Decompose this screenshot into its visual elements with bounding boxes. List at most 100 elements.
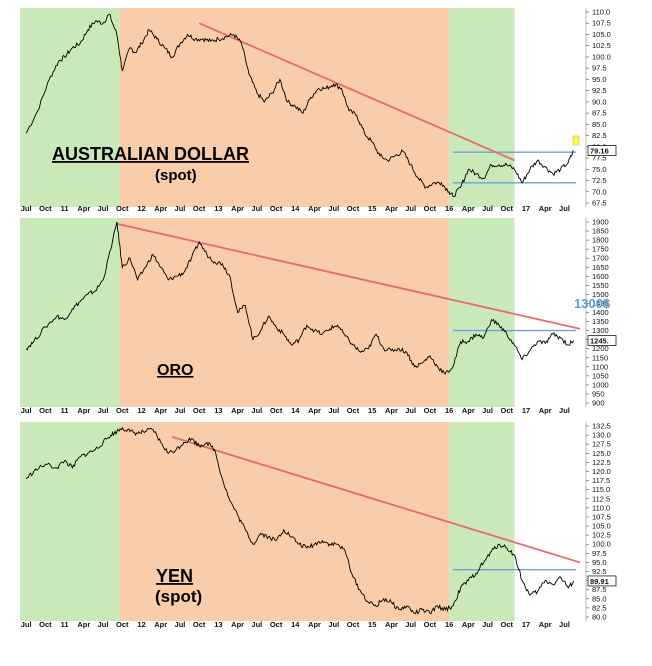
- x-tick-label: Jul: [98, 204, 109, 213]
- x-tick-label: Jul: [251, 204, 262, 213]
- x-tick-label: Jul: [21, 406, 32, 415]
- y-tick-label: 95.0: [592, 75, 607, 84]
- x-tick-label: Apr: [308, 406, 321, 415]
- bull-band: [449, 422, 515, 621]
- x-tick-label: 15: [368, 204, 376, 213]
- y-tick-label: 122.5: [592, 458, 611, 467]
- price-series-line: [25, 13, 574, 197]
- y-tick-label: 92.5: [592, 567, 607, 576]
- x-tick-label: Jul: [405, 406, 416, 415]
- panel-1: 110.0 107.5 105.0 102.5 100.0 97.5 95.0 92.5 90.…: [20, 8, 617, 213]
- x-tick-label: Oct: [193, 406, 206, 415]
- x-tick-label: 16: [445, 204, 453, 213]
- bull-band: [20, 218, 120, 407]
- y-tick-label: 1750: [592, 245, 609, 254]
- y-tick-label: 110.0: [592, 503, 610, 512]
- y-tick-label: 100.0: [592, 52, 611, 61]
- x-tick-label: 17: [522, 204, 530, 213]
- x-tick-label: 14: [291, 204, 300, 213]
- x-tick-label: Apr: [385, 620, 398, 629]
- x-tick-label: Jul: [98, 620, 109, 629]
- x-tick-label: Apr: [539, 620, 552, 629]
- x-tick-label: Apr: [77, 406, 90, 415]
- trendline: [172, 436, 581, 564]
- x-tick-label: Jul: [251, 406, 262, 415]
- y-tick-label: 67.5: [592, 199, 607, 208]
- x-tick-label: Jul: [175, 204, 186, 213]
- y-tick-label: 1050: [592, 371, 609, 380]
- x-tick-label: Jul: [328, 204, 339, 213]
- y-tick-label: 110.0: [592, 8, 610, 17]
- x-tick-label: Apr: [231, 204, 244, 213]
- x-tick-label: Oct: [501, 406, 514, 415]
- y-tick-label: 1550: [592, 281, 609, 290]
- y-tick-label: 1350: [592, 317, 609, 326]
- y-tick-label: 1600: [592, 272, 609, 281]
- y-tick-label: 107.5: [592, 512, 611, 521]
- x-tick-label: Oct: [39, 204, 52, 213]
- y-tick-label: 87.5: [592, 585, 607, 594]
- x-tick-label: Apr: [154, 204, 167, 213]
- y-tick-label: 87.5: [592, 109, 607, 118]
- x-tick-label: Apr: [539, 204, 552, 213]
- last-value-label: 89.91: [590, 577, 609, 586]
- x-tick-label: Jul: [98, 406, 109, 415]
- x-tick-label: Oct: [39, 620, 52, 629]
- x-tick-label: 16: [445, 620, 453, 629]
- x-tick-label: Oct: [193, 620, 206, 629]
- x-tick-label: Apr: [77, 204, 90, 213]
- y-tick-label: 85.0: [592, 594, 607, 603]
- x-tick-label: 12: [137, 406, 145, 415]
- x-tick-label: 17: [522, 620, 530, 629]
- x-tick-label: Jul: [328, 406, 339, 415]
- panel-2: 1900185018001750170016501600155015001450…: [20, 218, 617, 415]
- panel-title: AUSTRALIAN DOLLAR: [52, 144, 249, 164]
- x-tick-label: Jul: [405, 620, 416, 629]
- y-tick-label: 97.5: [592, 549, 607, 558]
- y-tick-label: 92.5: [592, 86, 607, 95]
- y-tick-label: 105.0: [592, 522, 611, 531]
- last-value-label: 1245.: [590, 337, 609, 346]
- y-tick-label: 117.5: [592, 476, 610, 485]
- panel-subtitle: (spot): [155, 167, 197, 184]
- price-series-line: [25, 426, 575, 615]
- x-tick-label: Jul: [175, 406, 186, 415]
- y-tick-label: 107.5: [592, 19, 611, 28]
- last-value-label: 79.16: [590, 147, 609, 156]
- last-value-box: [587, 145, 617, 156]
- y-tick-label: 1900: [592, 218, 609, 227]
- y-tick-label: 70.0: [592, 187, 607, 196]
- x-tick-label: Oct: [347, 406, 360, 415]
- y-tick-label: 75.0: [592, 165, 607, 174]
- x-tick-label: Oct: [347, 620, 360, 629]
- x-tick-label: Apr: [77, 620, 90, 629]
- y-tick-label: 115.0: [592, 485, 610, 494]
- x-tick-label: Oct: [347, 204, 360, 213]
- x-tick-label: 17: [522, 406, 530, 415]
- x-tick-label: Jul: [251, 620, 262, 629]
- x-tick-label: Apr: [462, 204, 475, 213]
- panel-title: ORO: [157, 362, 193, 379]
- y-tick-label: 77.5: [592, 154, 607, 163]
- y-tick-label: 132.5: [592, 422, 611, 431]
- x-tick-label: Oct: [424, 406, 437, 415]
- x-tick-label: 14: [291, 620, 300, 629]
- x-tick-label: Apr: [385, 204, 398, 213]
- y-tick-label: 82.5: [592, 603, 607, 612]
- x-tick-label: Jul: [482, 620, 493, 629]
- x-tick-label: Apr: [462, 406, 475, 415]
- trendline: [116, 222, 581, 330]
- x-tick-label: 12: [137, 620, 145, 629]
- y-tick-label: 1700: [592, 254, 609, 263]
- x-tick-label: Oct: [193, 204, 206, 213]
- x-tick-label: Apr: [462, 620, 475, 629]
- x-tick-label: 14: [291, 406, 300, 415]
- y-tick-label: 95.0: [592, 558, 607, 567]
- y-tick-label: 1100: [592, 362, 608, 371]
- x-tick-label: Jul: [559, 620, 570, 629]
- trendline: [198, 22, 515, 162]
- price-annotation: 1300$: [574, 296, 611, 311]
- y-tick-label: 1800: [592, 236, 609, 245]
- bear-band: [119, 422, 450, 621]
